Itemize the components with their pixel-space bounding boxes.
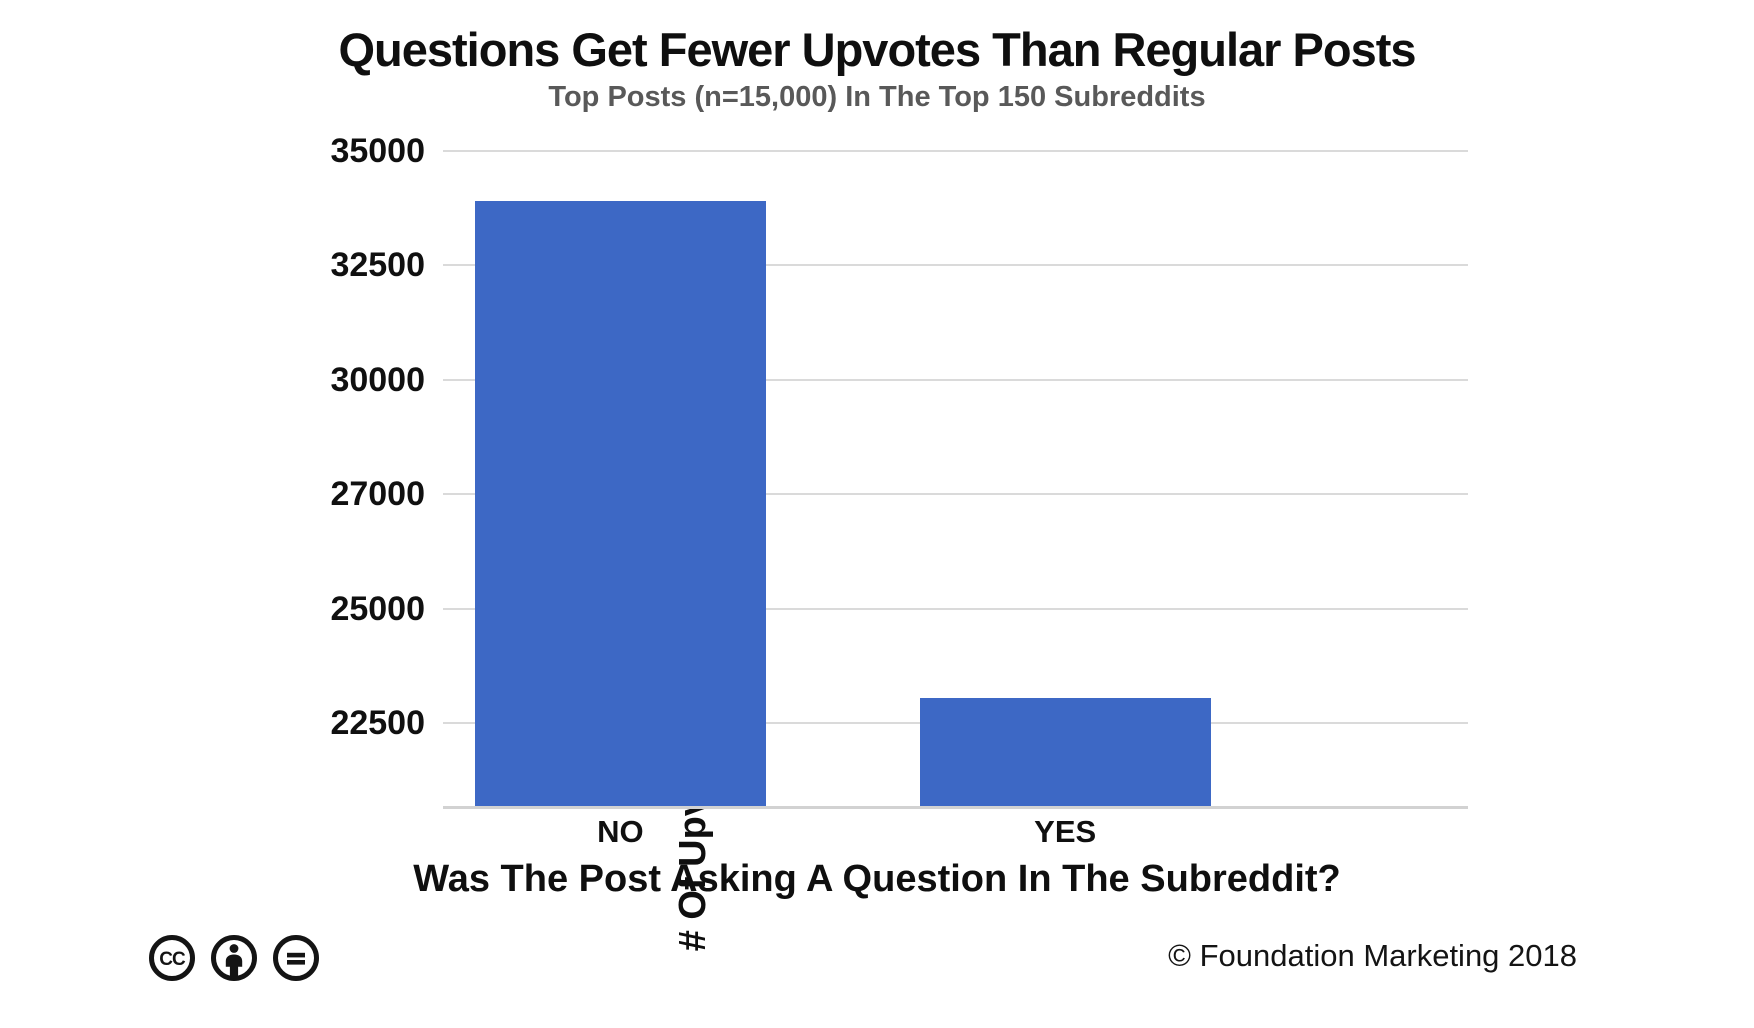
gridline bbox=[443, 264, 1468, 267]
chart-subtitle: Top Posts (n=15,000) In The Top 150 Subr… bbox=[548, 81, 1206, 113]
category-label-no: NO bbox=[597, 814, 644, 849]
y-tick-label: 30000 bbox=[330, 360, 425, 399]
bar-no bbox=[474, 201, 766, 806]
y-tick-label: 27000 bbox=[330, 475, 425, 514]
plot-area: # Of Upvotes(Average of 15k posts) 35000… bbox=[330, 132, 1468, 951]
chart-title: Questions Get Fewer Upvotes Than Regular… bbox=[338, 23, 1416, 76]
gridline bbox=[443, 607, 1468, 610]
x-axis-title: Was The Post Asking A Question In The Su… bbox=[413, 858, 1341, 900]
y-tick-label: 22500 bbox=[330, 704, 425, 743]
cc-nd-icon bbox=[272, 934, 320, 982]
x-axis-line bbox=[443, 806, 1468, 809]
y-tick-label: 25000 bbox=[330, 589, 425, 628]
gridline bbox=[443, 378, 1468, 381]
gridline bbox=[443, 150, 1468, 152]
cc-by-icon bbox=[210, 934, 258, 982]
category-label-yes: YES bbox=[1034, 814, 1097, 849]
svg-text:CC: CC bbox=[159, 949, 186, 970]
y-tick-label: 35000 bbox=[330, 132, 425, 170]
y-tick-label: 32500 bbox=[330, 246, 425, 285]
bar-yes bbox=[919, 698, 1211, 806]
copyright-text: © Foundation Marketing 2018 bbox=[1168, 938, 1577, 973]
gridline bbox=[443, 493, 1468, 496]
license-icons: CC bbox=[148, 934, 320, 982]
cc-icon: CC bbox=[148, 934, 196, 982]
